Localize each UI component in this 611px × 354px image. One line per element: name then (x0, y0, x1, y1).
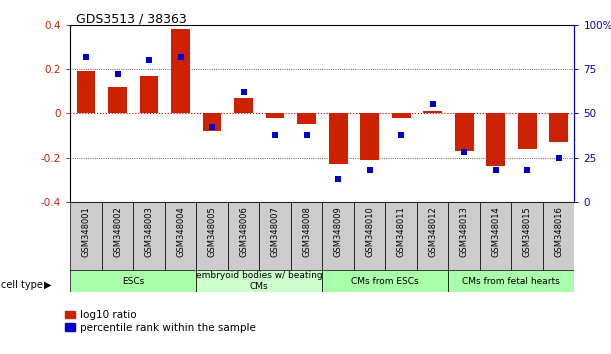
Bar (329, 113, 348, 164)
Text: CMs from ESCs: CMs from ESCs (351, 276, 419, 286)
Bar (360, 113, 379, 160)
Text: GSM348007: GSM348007 (271, 207, 280, 257)
Bar (323, 270, 448, 292)
Text: CMs from fetal hearts: CMs from fetal hearts (463, 276, 560, 286)
Point (522, 167, 532, 173)
Bar (228, 202, 259, 271)
Bar (448, 270, 574, 292)
Bar (70, 270, 196, 292)
Point (365, 167, 375, 173)
Text: GSM348011: GSM348011 (397, 207, 406, 257)
Point (81, 54, 91, 59)
Text: GSM348014: GSM348014 (491, 207, 500, 257)
Bar (455, 113, 474, 151)
Point (333, 176, 343, 182)
Bar (108, 87, 127, 113)
Text: GSM348001: GSM348001 (81, 207, 90, 257)
Point (491, 167, 500, 173)
Bar (297, 113, 316, 124)
Text: GSM348012: GSM348012 (428, 207, 437, 257)
Point (459, 149, 469, 155)
Text: ESCs: ESCs (122, 276, 144, 286)
Bar (234, 98, 253, 113)
Bar (203, 113, 221, 131)
Text: GSM348008: GSM348008 (302, 207, 311, 257)
Text: GSM348015: GSM348015 (522, 207, 532, 257)
Bar (70, 202, 102, 271)
Bar (323, 202, 354, 271)
Point (396, 132, 406, 137)
Bar (196, 202, 228, 271)
Bar (417, 202, 448, 271)
Point (112, 72, 122, 77)
Point (239, 89, 249, 95)
Point (144, 57, 154, 63)
Text: embryoid bodies w/ beating
CMs: embryoid bodies w/ beating CMs (196, 272, 323, 291)
Text: GSM348013: GSM348013 (459, 207, 469, 257)
Text: GSM348002: GSM348002 (113, 207, 122, 257)
Bar (549, 113, 568, 142)
Bar (511, 202, 543, 271)
Bar (386, 202, 417, 271)
Bar (392, 113, 411, 118)
Point (554, 155, 563, 160)
Bar (291, 202, 323, 271)
Text: GSM348003: GSM348003 (145, 207, 153, 257)
Bar (518, 113, 536, 149)
Bar (480, 202, 511, 271)
Point (175, 54, 185, 59)
Text: GSM348006: GSM348006 (239, 207, 248, 257)
Text: GSM348005: GSM348005 (208, 207, 216, 257)
Bar (196, 270, 323, 292)
Legend: log10 ratio, percentile rank within the sample: log10 ratio, percentile rank within the … (64, 308, 258, 335)
Bar (448, 202, 480, 271)
Bar (165, 202, 196, 271)
Text: GSM348004: GSM348004 (176, 207, 185, 257)
Bar (423, 111, 442, 113)
Bar (139, 76, 158, 113)
Text: GDS3513 / 38363: GDS3513 / 38363 (76, 12, 187, 25)
Text: GSM348016: GSM348016 (554, 207, 563, 257)
Text: GSM348010: GSM348010 (365, 207, 374, 257)
Point (302, 132, 312, 137)
Bar (354, 202, 386, 271)
Bar (133, 202, 165, 271)
Point (428, 102, 437, 107)
Bar (76, 71, 95, 113)
Bar (102, 202, 133, 271)
Bar (259, 202, 291, 271)
Point (270, 132, 280, 137)
Point (207, 125, 217, 130)
Bar (543, 202, 574, 271)
Bar (266, 113, 285, 118)
Text: ▶: ▶ (44, 280, 51, 290)
Text: GSM348009: GSM348009 (334, 207, 343, 257)
Bar (171, 29, 190, 113)
Text: cell type: cell type (1, 280, 43, 290)
Bar (486, 113, 505, 166)
